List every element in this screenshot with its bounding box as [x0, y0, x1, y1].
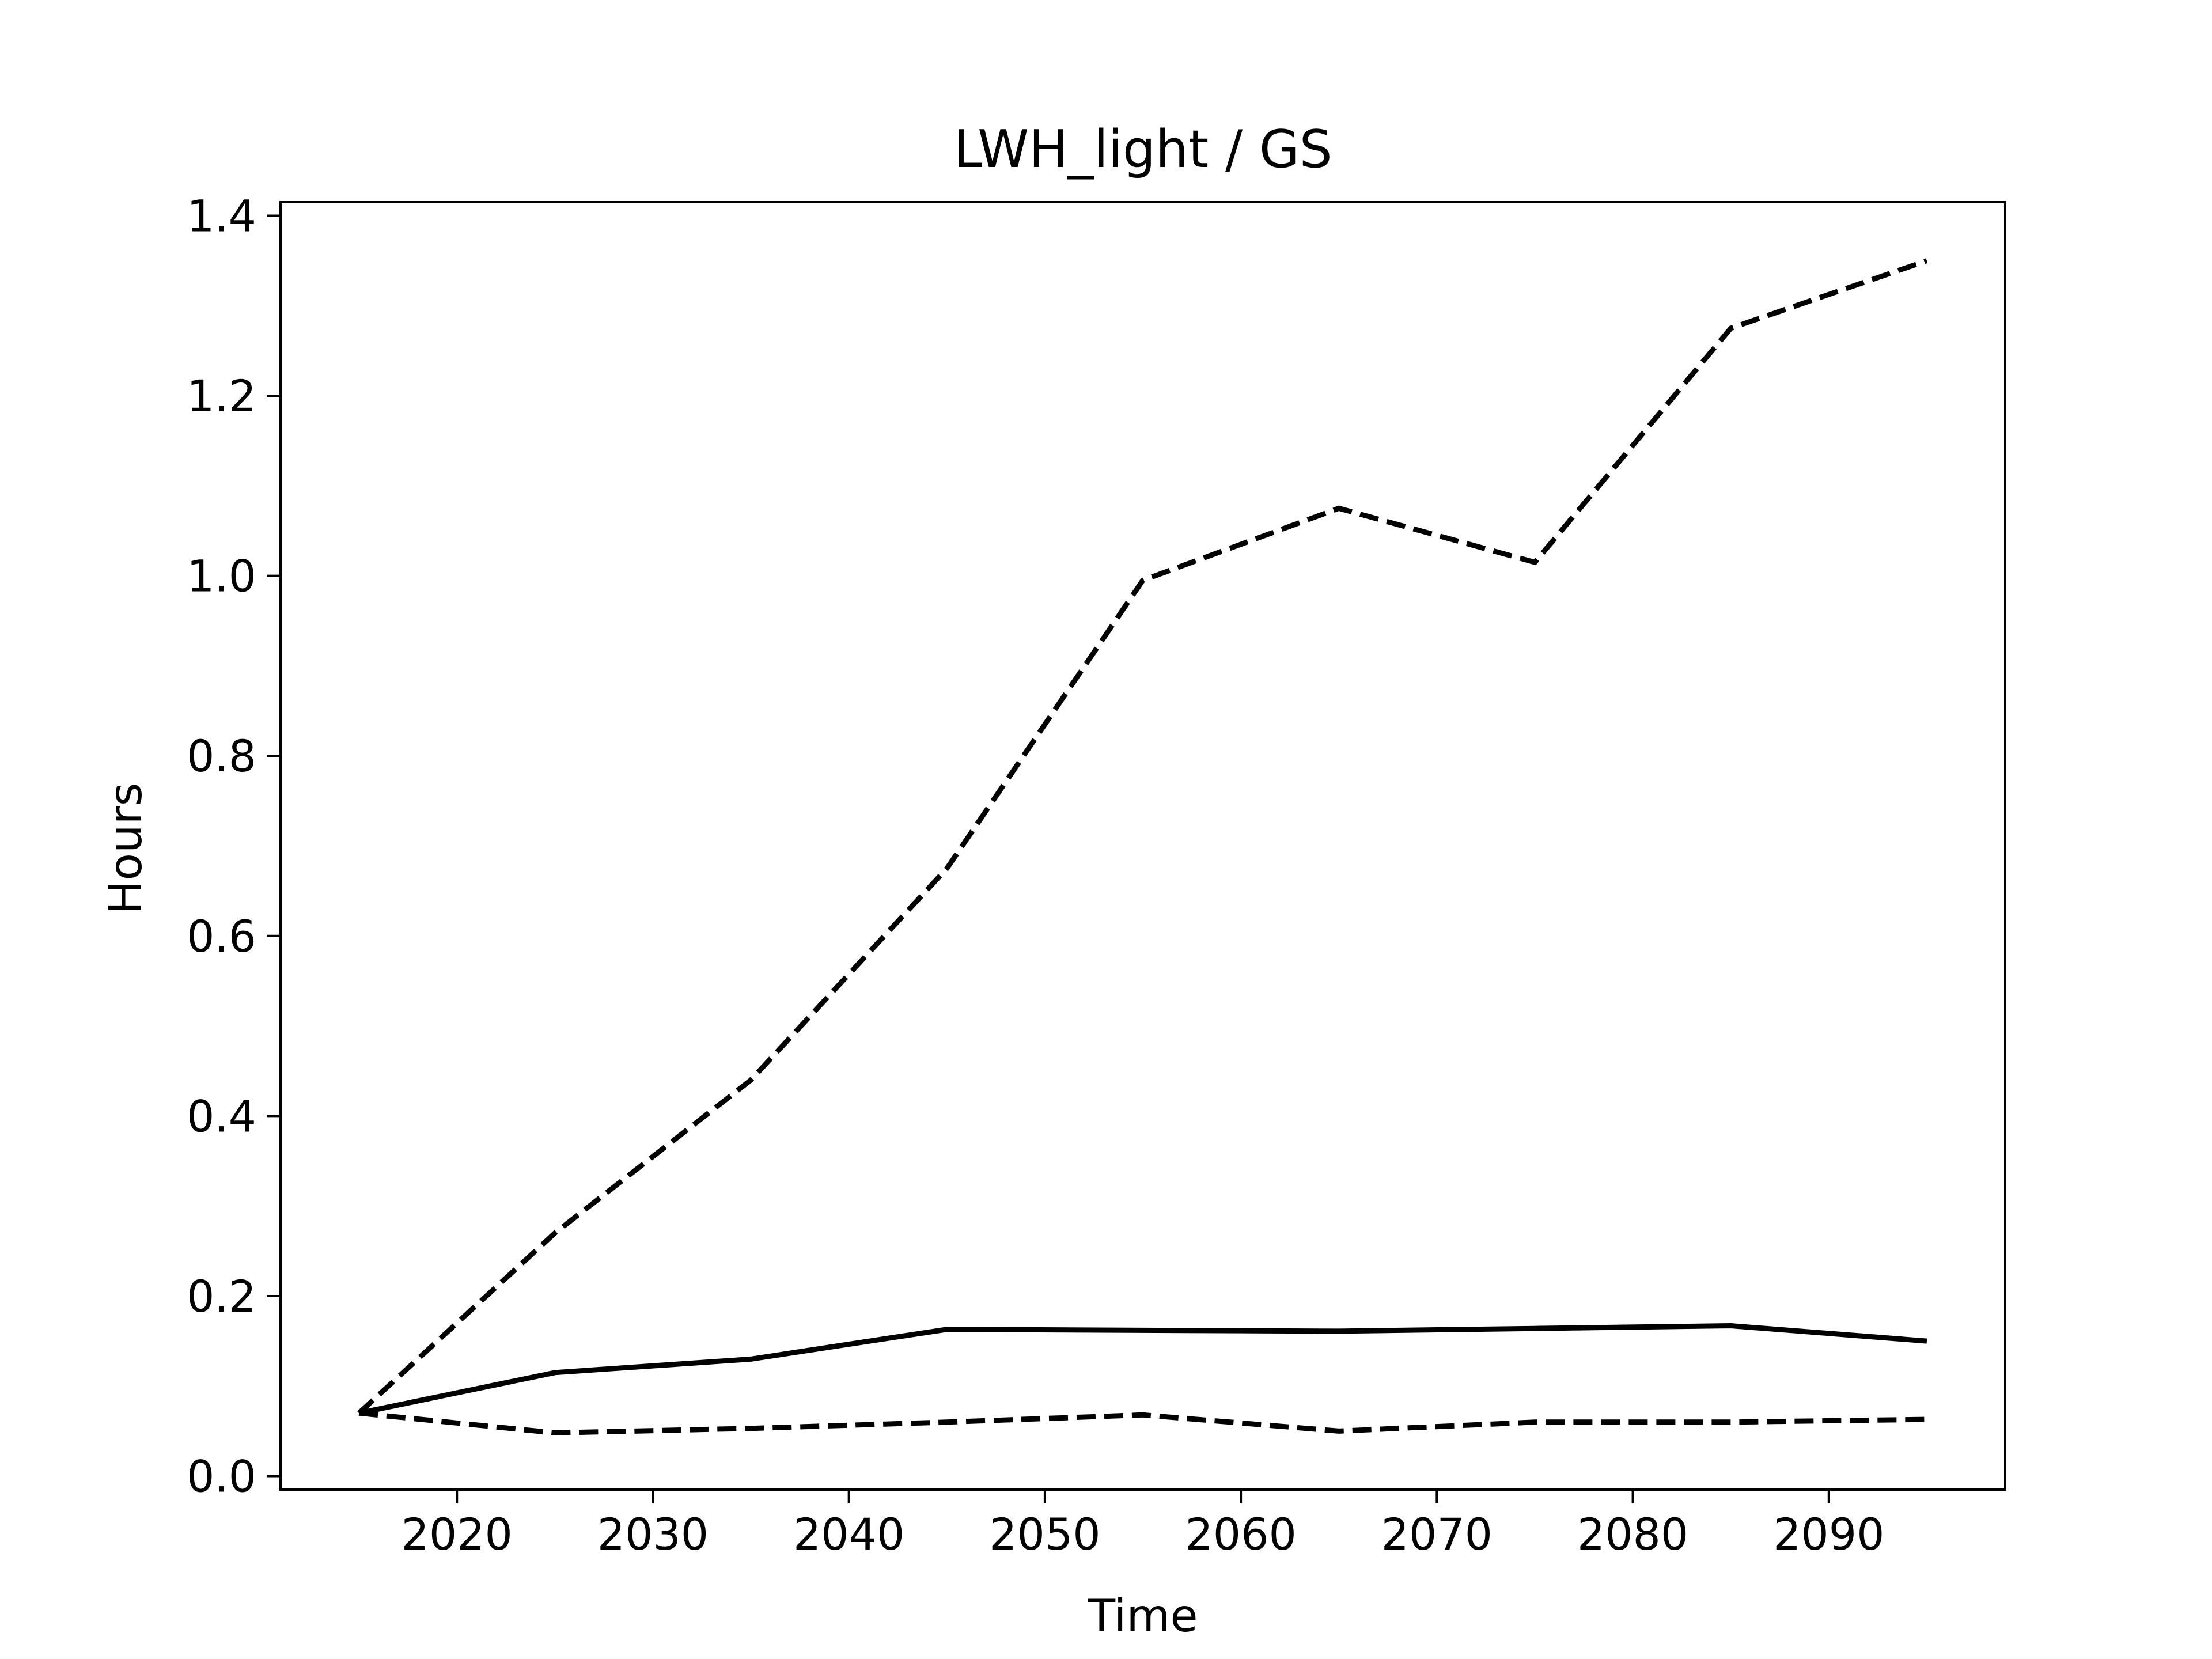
y-axis: 0.0 0.2 0.4 0.6 0.8 1.0 1.2 1.4	[187, 190, 281, 1502]
y-tick-label: 0.6	[187, 911, 256, 962]
y-tick-label: 0.8	[187, 730, 256, 782]
x-tick-label: 2080	[1577, 1509, 1688, 1560]
y-tick-label: 0.2	[187, 1271, 256, 1322]
series-line-2-dashed	[357, 258, 1928, 1415]
y-tick-label: 1.0	[187, 551, 256, 602]
x-tick-label: 2070	[1381, 1509, 1493, 1560]
y-tick-label: 0.0	[187, 1451, 256, 1502]
x-tick-label: 2040	[793, 1509, 904, 1560]
x-tick-label: 2090	[1773, 1509, 1884, 1560]
x-axis: 2020 2030 2040 2050 2060 2070 2080 2090	[401, 1490, 1885, 1560]
x-axis-label: Time	[1088, 1590, 1198, 1642]
x-tick-label: 2030	[597, 1509, 709, 1560]
y-tick-label: 1.2	[187, 370, 256, 422]
x-tick-label: 2050	[989, 1509, 1100, 1560]
y-tick-label: 0.4	[187, 1090, 256, 1142]
y-axis-label: Hours	[100, 783, 152, 915]
plot-area	[357, 258, 1928, 1436]
series-line-3-dashed	[358, 1410, 1927, 1436]
x-tick-label: 2020	[401, 1509, 512, 1560]
series-line-1-solid	[358, 1323, 1927, 1416]
y-tick-label: 1.4	[187, 190, 256, 241]
x-tick-label: 2060	[1185, 1509, 1296, 1560]
chart-title: LWH_light / GS	[953, 119, 1332, 180]
plot-frame	[279, 201, 2006, 1491]
